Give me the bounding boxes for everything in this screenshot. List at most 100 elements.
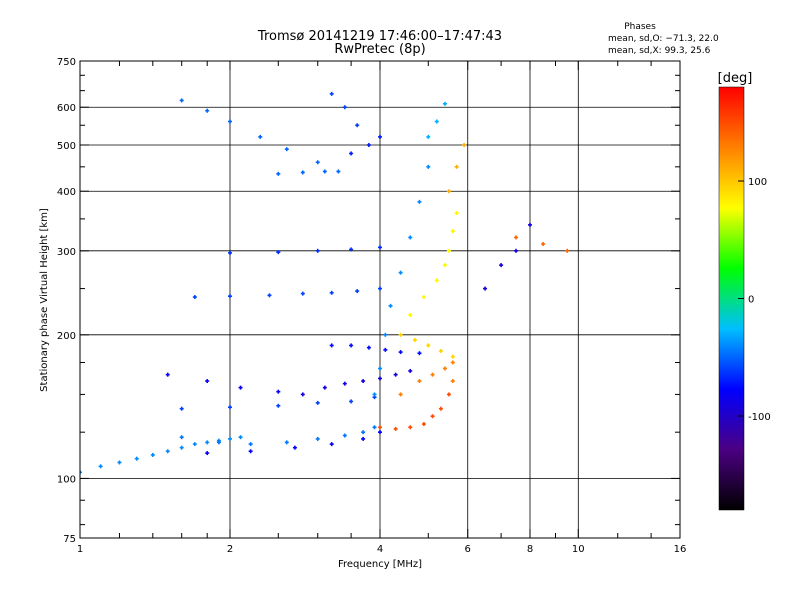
y-tick-label: 400 (57, 187, 76, 198)
colorbar-ticks: 100 0 -100 (738, 177, 771, 423)
data-point (165, 449, 170, 454)
data-point (417, 199, 422, 204)
data-point (315, 248, 320, 253)
data-point (342, 433, 347, 438)
data-point (442, 366, 447, 371)
colorbar-tick-label: -100 (748, 412, 771, 423)
data-point (315, 436, 320, 441)
y-tick-label: 200 (57, 331, 76, 342)
data-point (134, 456, 139, 461)
data-point (388, 303, 393, 308)
data-point (205, 440, 210, 445)
data-point (205, 379, 210, 384)
data-point (284, 147, 289, 152)
data-point (192, 442, 197, 447)
data-point (430, 372, 435, 377)
data-points (80, 91, 570, 475)
data-point (398, 332, 403, 337)
data-point (205, 451, 210, 456)
data-point (450, 360, 455, 365)
data-point (315, 400, 320, 405)
data-point (434, 119, 439, 124)
data-point (499, 263, 504, 268)
data-point (408, 425, 413, 430)
data-point (205, 108, 210, 113)
data-point (228, 250, 232, 255)
data-point (372, 425, 377, 430)
x-tick-label: 16 (674, 544, 687, 555)
data-point (514, 248, 519, 253)
data-point (228, 405, 232, 410)
data-point (514, 235, 519, 240)
x-tick-label: 8 (527, 544, 533, 555)
data-point (329, 91, 334, 96)
x-axis-label: Frequency [MHz] (338, 559, 422, 570)
x-tick-label: 6 (465, 544, 471, 555)
data-point (378, 366, 382, 371)
data-point (438, 406, 443, 411)
data-point (292, 445, 297, 450)
grid-lines (80, 61, 680, 538)
data-point (276, 389, 281, 394)
data-point (393, 372, 398, 377)
y-tick-label: 750 (57, 57, 76, 68)
data-point (412, 338, 417, 343)
data-point (378, 376, 382, 381)
stats-line-o: mean, sd,O: −71.3, 22.0 (608, 34, 719, 44)
data-point (228, 119, 232, 124)
data-point (228, 436, 232, 441)
data-point (349, 247, 354, 252)
stats-line-x: mean, sd,X: 99.3, 25.6 (608, 46, 711, 56)
data-point (462, 142, 467, 147)
data-point (361, 430, 366, 435)
x-tick-labels: 1 2 4 6 8 10 16 (77, 544, 687, 555)
data-point (342, 381, 347, 386)
data-point (192, 295, 197, 300)
data-point (276, 250, 281, 255)
x-tick-label: 1 (77, 544, 83, 555)
data-point (276, 403, 281, 408)
data-point (442, 101, 447, 106)
colorbar-label: [deg] (718, 71, 753, 86)
data-point (342, 105, 347, 110)
data-point (417, 379, 422, 384)
data-point (150, 452, 155, 457)
chart-subtitle: RwPretec (8p) (334, 42, 425, 57)
data-point (417, 351, 422, 356)
data-point (329, 290, 334, 295)
data-point (349, 399, 354, 404)
data-point (528, 222, 532, 227)
chart-title: Tromsø 20141219 17:46:00–17:47:43 (257, 29, 502, 44)
data-point (329, 343, 334, 348)
data-point (483, 286, 488, 291)
data-point (446, 392, 451, 397)
data-point (179, 445, 184, 450)
data-point (216, 440, 221, 445)
data-point (398, 350, 403, 355)
data-point (446, 189, 451, 194)
data-point (329, 442, 334, 447)
data-point (393, 426, 398, 431)
data-point (267, 293, 272, 298)
data-point (300, 291, 305, 296)
data-point (421, 295, 426, 300)
data-point (238, 385, 243, 390)
data-point (300, 392, 305, 397)
data-point (450, 229, 455, 234)
data-point (300, 170, 305, 175)
data-point (442, 263, 447, 268)
y-tick-label: 600 (57, 103, 76, 114)
data-point (179, 406, 184, 411)
x-tick-label: 4 (377, 544, 383, 555)
data-point (408, 235, 413, 240)
data-point (450, 354, 455, 359)
data-point (446, 248, 451, 253)
data-point (372, 392, 377, 397)
data-point (398, 392, 403, 397)
data-point (361, 379, 366, 384)
data-point (336, 169, 341, 174)
data-point (322, 385, 327, 390)
data-point (361, 436, 366, 441)
data-point (454, 164, 459, 169)
data-point (383, 347, 388, 352)
